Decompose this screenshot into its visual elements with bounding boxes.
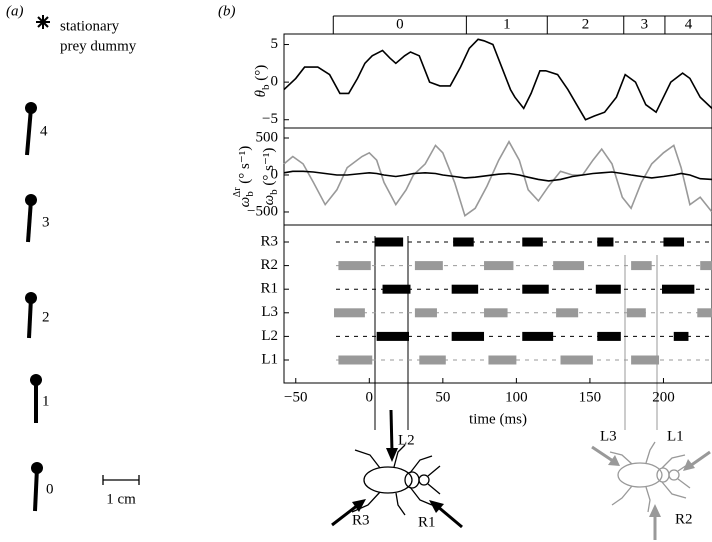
row-label: L3: [261, 304, 278, 320]
stance-bar: [560, 355, 593, 365]
y-tick-label: 5: [271, 36, 279, 52]
x-tick-label: 200: [652, 389, 675, 405]
leg-label: R2: [675, 511, 693, 527]
stance-bar: [522, 331, 554, 341]
arrows-gray: [591, 445, 711, 540]
x-tick-label: −50: [284, 389, 307, 405]
x-tick-label: 0: [366, 389, 374, 405]
stance-bar: [673, 331, 689, 341]
stance-bar: [595, 284, 621, 294]
row-label: R1: [260, 281, 278, 297]
y-tick-label: 500: [256, 129, 279, 145]
stance-bar: [631, 261, 652, 271]
leg-label: R3: [352, 512, 370, 528]
plot-frame: [283, 224, 712, 384]
stance-bar: [597, 331, 621, 341]
row-label: R2: [260, 257, 278, 273]
stance-bar: [334, 308, 365, 318]
legend-text: stationary: [60, 18, 120, 34]
stance-bar: [451, 331, 485, 341]
leg-label: L1: [667, 428, 684, 444]
stance-bar: [414, 261, 443, 271]
phase-label: 4: [685, 16, 693, 32]
position-label: 3: [42, 214, 50, 230]
y-axis-label-part: b: [268, 189, 280, 195]
panel-label: (a): [6, 3, 24, 19]
stance-bar: [453, 237, 474, 247]
star: [36, 15, 50, 29]
dummy-pins: [25, 102, 43, 512]
y-axis-label-part: θ: [253, 89, 269, 97]
y-axis-label-part: ω: [237, 197, 253, 208]
stance-bar: [626, 308, 646, 318]
stance-bar: [484, 308, 508, 318]
y-axis-label-part: (° s⁻¹): [237, 146, 253, 188]
x-axis-label: time (ms): [469, 411, 527, 427]
stance-bar: [338, 355, 373, 365]
stance-bar: [382, 284, 411, 294]
scale-bar: [102, 475, 140, 485]
data-line: [283, 170, 712, 182]
stance-bar: [522, 284, 549, 294]
stance-bar: [663, 237, 685, 247]
position-label: 4: [40, 123, 48, 139]
leg-label: L3: [600, 428, 617, 444]
data-line: [283, 38, 712, 121]
stance-bar: [597, 237, 614, 247]
y-tick-label: 0: [271, 166, 279, 182]
plot-frame: [283, 127, 712, 226]
stance-bar: [419, 355, 446, 365]
panel-label: (b): [218, 3, 236, 19]
y-tick-label: −5: [262, 111, 278, 127]
arrows-black: [331, 409, 463, 529]
insect-black: [351, 444, 441, 516]
y-axis-label: θb (°): [253, 65, 271, 98]
y-axis-label-part: b: [260, 84, 272, 90]
legend-text: prey dummy: [60, 38, 137, 54]
phase-label: 0: [396, 16, 404, 32]
stance-bar: [631, 355, 660, 365]
y-axis-label-part: b: [244, 191, 256, 197]
phase-label: 2: [582, 16, 590, 32]
y-tick-label: −500: [247, 203, 278, 219]
stance-bar: [700, 261, 712, 271]
position-label: 1: [42, 393, 50, 409]
insect-gray: [609, 441, 691, 513]
stance-bar: [414, 308, 437, 318]
y-tick-label: 0: [271, 74, 279, 90]
leg-label: R1: [418, 514, 436, 530]
scale-label: 1 cm: [106, 491, 136, 507]
x-tick-label: 50: [435, 389, 450, 405]
row-label: L1: [261, 351, 278, 367]
y-axis-label-part: (°): [253, 65, 269, 85]
stance-bar: [488, 355, 517, 365]
x-tick-label: 100: [505, 389, 528, 405]
stance-bar: [556, 308, 579, 318]
stance-bar: [376, 331, 410, 341]
row-label: L2: [261, 328, 278, 344]
stance-bar: [338, 261, 371, 271]
y-axis-label: ωbΔr (° s⁻¹): [232, 146, 255, 208]
stance-bar: [451, 284, 479, 294]
leg-label: L2: [398, 432, 415, 448]
y-axis-label: ωb (° s⁻¹): [261, 148, 279, 206]
stance-bar: [553, 261, 585, 271]
row-label: R3: [260, 233, 278, 249]
phase-label: 1: [503, 16, 511, 32]
y-axis-label-part: (° s⁻¹): [261, 148, 277, 190]
stance-bar: [522, 237, 543, 247]
data-line: [283, 140, 712, 217]
plot-frame: [283, 33, 712, 129]
stance-bar: [697, 308, 712, 318]
stance-bar: [375, 237, 404, 247]
stance-bar: [661, 284, 695, 294]
stance-bar: [484, 261, 514, 271]
position-label: 2: [42, 309, 50, 325]
phase-label: 3: [641, 16, 649, 32]
y-axis-label-part: Δr: [232, 187, 243, 197]
y-axis-label-part: ω: [261, 195, 277, 206]
position-label: 0: [46, 481, 54, 497]
x-tick-label: 150: [579, 389, 602, 405]
